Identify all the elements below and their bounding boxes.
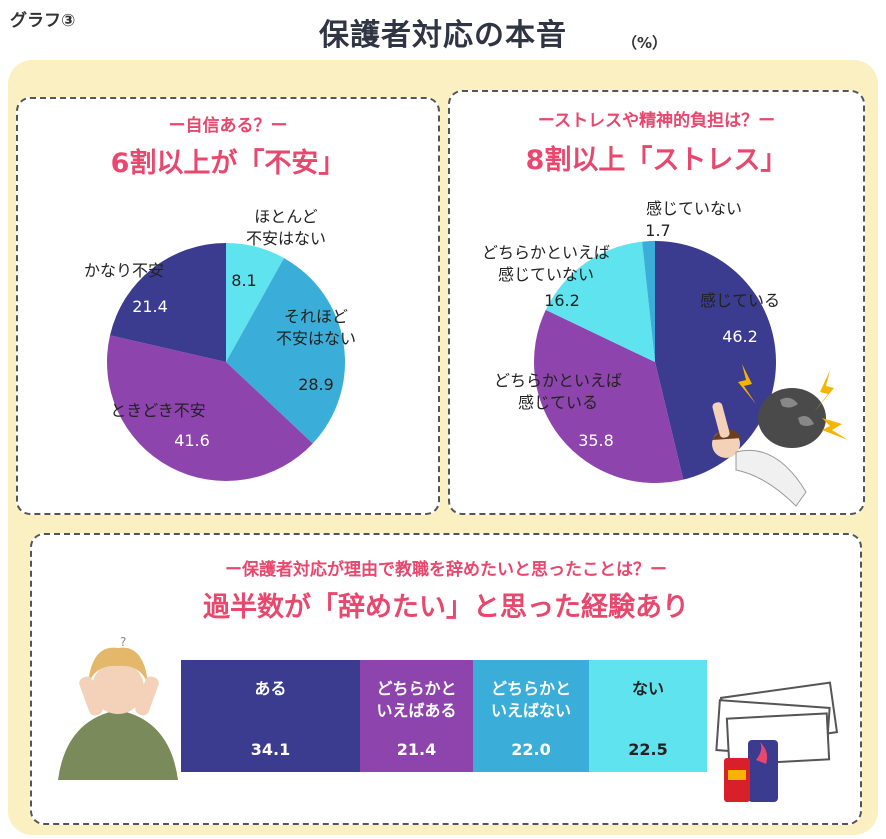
quit-bar-segment-value-3: 22.5 — [628, 740, 668, 759]
stress-pie-labels: 感じている 46.2 どちらかといえば感じている 35.8 どちらかといえば感じていない… — [482, 199, 780, 450]
quit-bar-segment-value-1: 21.4 — [396, 740, 437, 759]
stress-slice-value-0: 46.2 — [722, 327, 758, 346]
confidence-slice-label-1: それほど不安はない — [276, 307, 356, 348]
stress-slice-value-3: 1.7 — [645, 221, 670, 240]
quit-headline: 過半数が「辞めたい」と思った経験あり — [203, 592, 689, 623]
stress-slice-label-1: どちらかといえば感じている — [494, 371, 622, 412]
confidence-pie-chart — [106, 243, 345, 482]
stress-slice-label-2: どちらかといえば感じていない — [482, 243, 610, 284]
quit-stacked-bar: ある 34.1 どちらかと いえばある 21.4 どちらかと いえばない 22.0 ない 22… — [181, 660, 707, 772]
stress-headline: 8割以上「ストレス」 — [525, 145, 788, 176]
confidence-slice-value-1: 28.9 — [298, 375, 334, 394]
confidence-slice-label-0: ほとんど不安はない — [246, 207, 326, 248]
confidence-slice-label-3: かなり不安 — [84, 261, 164, 280]
stress-pie-chart — [533, 241, 776, 483]
confidence-pie-labels: ほとんど不安はない 8.1 それほど不安はない 28.9 ときどき不安 41.6 かなり不安… — [84, 207, 356, 450]
quit-bar-segment-2: どちらかと いえばない 22.0 — [473, 660, 589, 772]
quit-bar-segment-value-0: 34.1 — [250, 740, 291, 759]
stress-subtitle: ーストレスや精神的負担は？ー — [537, 111, 776, 131]
stress-slice-label-3: 感じていない — [646, 199, 742, 218]
confidence-slice-2 — [106, 335, 313, 482]
quit-bar-segment-label-2: どちらかと いえばない — [490, 679, 571, 720]
stress-slice-0 — [655, 241, 776, 480]
stress-slice-1 — [533, 309, 684, 483]
quit-bar-segment-value-2: 22.0 — [511, 740, 551, 759]
quit-bar-segment-label-1: どちらかと いえばある — [376, 679, 457, 720]
confidence-slice-3 — [110, 243, 226, 362]
quit-bar-segment-3: ない 22.5 — [589, 660, 707, 772]
confidence-slice-1 — [226, 258, 345, 444]
stress-slice-value-1: 35.8 — [578, 431, 614, 450]
stressed-person-illustration — [712, 364, 848, 507]
quit-bar-segment-1: どちらかと いえばある 21.4 — [360, 660, 473, 772]
confidence-headline: 6割以上が「不安」 — [110, 148, 346, 179]
stress-slice-3 — [642, 241, 655, 362]
unit-label: （%） — [622, 34, 668, 52]
stress-slice-value-2: 16.2 — [544, 291, 580, 310]
confidence-slice-value-3: 21.4 — [132, 297, 168, 316]
confidence-slice-0 — [226, 243, 284, 362]
graph-number-label: グラフ③ — [10, 11, 76, 31]
confidence-slice-value-0: 8.1 — [231, 271, 256, 290]
confidence-slice-value-2: 41.6 — [174, 431, 210, 450]
confidence-subtitle: ー自信ある？ー — [168, 116, 288, 136]
quit-bar-segment-label-0: ある — [254, 679, 287, 698]
quit-bar-segment-label-3: ない — [631, 679, 664, 698]
quit-subtitle: ー保護者対応が理由で教職を辞めたいと思ったことは？ー — [225, 560, 667, 580]
quit-bar-segment-0: ある 34.1 — [181, 660, 360, 772]
stress-slice-label-0: 感じている — [700, 291, 780, 310]
confidence-slice-label-2: ときどき不安 — [110, 401, 206, 420]
stress-slice-2 — [545, 241, 655, 362]
page-title: 保護者対応の本音 — [319, 18, 567, 53]
